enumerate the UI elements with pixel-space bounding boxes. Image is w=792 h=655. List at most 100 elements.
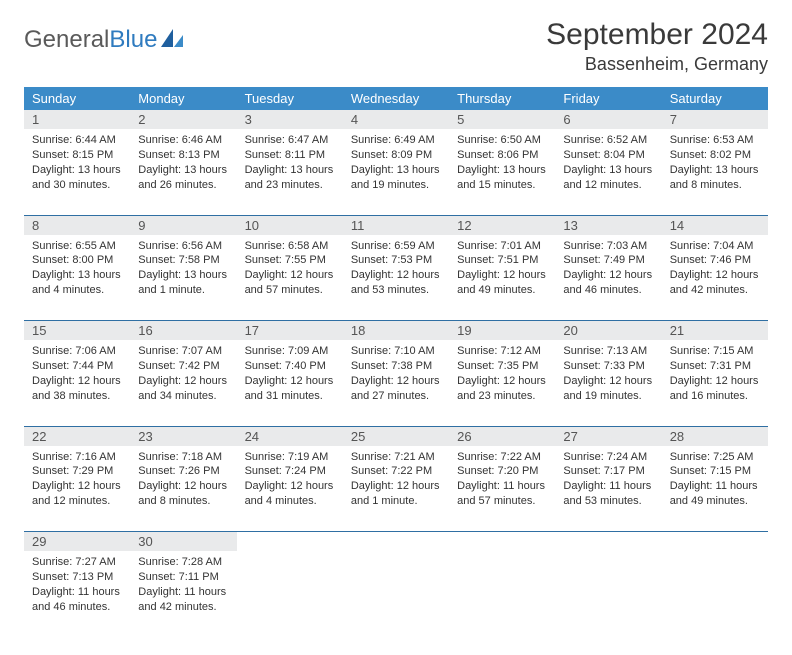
day-cell: Sunrise: 7:03 AMSunset: 7:49 PMDaylight:… xyxy=(555,235,661,321)
day-number-cell: 8 xyxy=(24,215,130,235)
daylight-text: Daylight: 13 hours and 4 minutes. xyxy=(32,268,122,298)
sunrise-text: Sunrise: 7:24 AM xyxy=(563,450,653,465)
day-cell-content: Sunrise: 6:56 AMSunset: 7:58 PMDaylight:… xyxy=(130,235,236,304)
day-cell-content: Sunrise: 7:28 AMSunset: 7:11 PMDaylight:… xyxy=(130,551,236,620)
daylight-text: Daylight: 12 hours and 38 minutes. xyxy=(32,374,122,404)
sunset-text: Sunset: 7:44 PM xyxy=(32,359,122,374)
day-cell-content: Sunrise: 7:07 AMSunset: 7:42 PMDaylight:… xyxy=(130,340,236,409)
day-cell-content: Sunrise: 7:01 AMSunset: 7:51 PMDaylight:… xyxy=(449,235,555,304)
weekday-header: Sunday xyxy=(24,87,130,110)
day-cell xyxy=(555,551,661,637)
daylight-text: Daylight: 12 hours and 8 minutes. xyxy=(138,479,228,509)
day-cell-content: Sunrise: 7:12 AMSunset: 7:35 PMDaylight:… xyxy=(449,340,555,409)
day-cell-content: Sunrise: 7:25 AMSunset: 7:15 PMDaylight:… xyxy=(662,446,768,515)
weekday-header: Wednesday xyxy=(343,87,449,110)
week-row: Sunrise: 7:27 AMSunset: 7:13 PMDaylight:… xyxy=(24,551,768,637)
day-cell: Sunrise: 6:56 AMSunset: 7:58 PMDaylight:… xyxy=(130,235,236,321)
day-cell: Sunrise: 7:21 AMSunset: 7:22 PMDaylight:… xyxy=(343,446,449,532)
day-cell: Sunrise: 6:59 AMSunset: 7:53 PMDaylight:… xyxy=(343,235,449,321)
day-number-cell: 30 xyxy=(130,532,236,552)
weekday-header: Monday xyxy=(130,87,236,110)
day-cell-content: Sunrise: 7:03 AMSunset: 7:49 PMDaylight:… xyxy=(555,235,661,304)
sunset-text: Sunset: 7:40 PM xyxy=(245,359,335,374)
daylight-text: Daylight: 12 hours and 34 minutes. xyxy=(138,374,228,404)
day-cell: Sunrise: 7:27 AMSunset: 7:13 PMDaylight:… xyxy=(24,551,130,637)
day-cell-content: Sunrise: 7:06 AMSunset: 7:44 PMDaylight:… xyxy=(24,340,130,409)
day-cell xyxy=(449,551,555,637)
sunset-text: Sunset: 8:09 PM xyxy=(351,148,441,163)
sunset-text: Sunset: 7:22 PM xyxy=(351,464,441,479)
daylight-text: Daylight: 12 hours and 42 minutes. xyxy=(670,268,760,298)
sunset-text: Sunset: 7:46 PM xyxy=(670,253,760,268)
day-cell: Sunrise: 7:24 AMSunset: 7:17 PMDaylight:… xyxy=(555,446,661,532)
day-cell: Sunrise: 6:49 AMSunset: 8:09 PMDaylight:… xyxy=(343,129,449,215)
sunrise-text: Sunrise: 7:12 AM xyxy=(457,344,547,359)
sunrise-text: Sunrise: 6:47 AM xyxy=(245,133,335,148)
day-cell-content: Sunrise: 7:24 AMSunset: 7:17 PMDaylight:… xyxy=(555,446,661,515)
sunrise-text: Sunrise: 7:22 AM xyxy=(457,450,547,465)
daylight-text: Daylight: 12 hours and 4 minutes. xyxy=(245,479,335,509)
day-number-cell xyxy=(662,532,768,552)
day-cell-content: Sunrise: 6:59 AMSunset: 7:53 PMDaylight:… xyxy=(343,235,449,304)
sunrise-text: Sunrise: 6:56 AM xyxy=(138,239,228,254)
weekday-header: Friday xyxy=(555,87,661,110)
day-number-cell: 22 xyxy=(24,426,130,446)
day-cell: Sunrise: 6:53 AMSunset: 8:02 PMDaylight:… xyxy=(662,129,768,215)
sunrise-text: Sunrise: 7:13 AM xyxy=(563,344,653,359)
day-number-cell: 24 xyxy=(237,426,343,446)
daylight-text: Daylight: 12 hours and 46 minutes. xyxy=(563,268,653,298)
day-cell: Sunrise: 7:19 AMSunset: 7:24 PMDaylight:… xyxy=(237,446,343,532)
day-number-cell xyxy=(449,532,555,552)
day-cell: Sunrise: 7:12 AMSunset: 7:35 PMDaylight:… xyxy=(449,340,555,426)
day-cell-content: Sunrise: 7:18 AMSunset: 7:26 PMDaylight:… xyxy=(130,446,236,515)
day-cell: Sunrise: 7:09 AMSunset: 7:40 PMDaylight:… xyxy=(237,340,343,426)
sunset-text: Sunset: 7:55 PM xyxy=(245,253,335,268)
day-number-cell: 13 xyxy=(555,215,661,235)
daylight-text: Daylight: 11 hours and 42 minutes. xyxy=(138,585,228,615)
day-number-cell: 4 xyxy=(343,110,449,129)
day-number-cell: 23 xyxy=(130,426,236,446)
day-number-cell: 12 xyxy=(449,215,555,235)
day-number-row: 2930 xyxy=(24,532,768,552)
daylight-text: Daylight: 11 hours and 49 minutes. xyxy=(670,479,760,509)
daylight-text: Daylight: 12 hours and 19 minutes. xyxy=(563,374,653,404)
sunset-text: Sunset: 7:26 PM xyxy=(138,464,228,479)
sunset-text: Sunset: 7:53 PM xyxy=(351,253,441,268)
sunrise-text: Sunrise: 6:55 AM xyxy=(32,239,122,254)
sunset-text: Sunset: 7:29 PM xyxy=(32,464,122,479)
sunset-text: Sunset: 8:00 PM xyxy=(32,253,122,268)
day-number-cell: 11 xyxy=(343,215,449,235)
day-number-cell: 29 xyxy=(24,532,130,552)
day-cell-content: Sunrise: 7:16 AMSunset: 7:29 PMDaylight:… xyxy=(24,446,130,515)
sunset-text: Sunset: 7:35 PM xyxy=(457,359,547,374)
daylight-text: Daylight: 12 hours and 57 minutes. xyxy=(245,268,335,298)
sunrise-text: Sunrise: 7:21 AM xyxy=(351,450,441,465)
daylight-text: Daylight: 13 hours and 26 minutes. xyxy=(138,163,228,193)
day-cell: Sunrise: 6:44 AMSunset: 8:15 PMDaylight:… xyxy=(24,129,130,215)
sunset-text: Sunset: 7:24 PM xyxy=(245,464,335,479)
daylight-text: Daylight: 13 hours and 23 minutes. xyxy=(245,163,335,193)
sunrise-text: Sunrise: 6:58 AM xyxy=(245,239,335,254)
day-number-cell: 5 xyxy=(449,110,555,129)
day-number-cell: 10 xyxy=(237,215,343,235)
sunrise-text: Sunrise: 7:09 AM xyxy=(245,344,335,359)
daylight-text: Daylight: 12 hours and 53 minutes. xyxy=(351,268,441,298)
day-number-cell: 14 xyxy=(662,215,768,235)
sunset-text: Sunset: 7:51 PM xyxy=(457,253,547,268)
page-header: GeneralBlue September 2024 Bassenheim, G… xyxy=(24,18,768,75)
day-cell-content: Sunrise: 6:47 AMSunset: 8:11 PMDaylight:… xyxy=(237,129,343,198)
day-cell-content: Sunrise: 6:49 AMSunset: 8:09 PMDaylight:… xyxy=(343,129,449,198)
day-number-cell: 25 xyxy=(343,426,449,446)
sunset-text: Sunset: 7:13 PM xyxy=(32,570,122,585)
day-number-cell xyxy=(555,532,661,552)
day-cell: Sunrise: 7:22 AMSunset: 7:20 PMDaylight:… xyxy=(449,446,555,532)
sunset-text: Sunset: 7:31 PM xyxy=(670,359,760,374)
sunrise-text: Sunrise: 7:19 AM xyxy=(245,450,335,465)
day-cell-content: Sunrise: 6:50 AMSunset: 8:06 PMDaylight:… xyxy=(449,129,555,198)
day-cell: Sunrise: 7:10 AMSunset: 7:38 PMDaylight:… xyxy=(343,340,449,426)
calendar-table: Sunday Monday Tuesday Wednesday Thursday… xyxy=(24,87,768,637)
daylight-text: Daylight: 11 hours and 53 minutes. xyxy=(563,479,653,509)
week-row: Sunrise: 6:44 AMSunset: 8:15 PMDaylight:… xyxy=(24,129,768,215)
weekday-header: Thursday xyxy=(449,87,555,110)
day-number-cell: 15 xyxy=(24,321,130,341)
